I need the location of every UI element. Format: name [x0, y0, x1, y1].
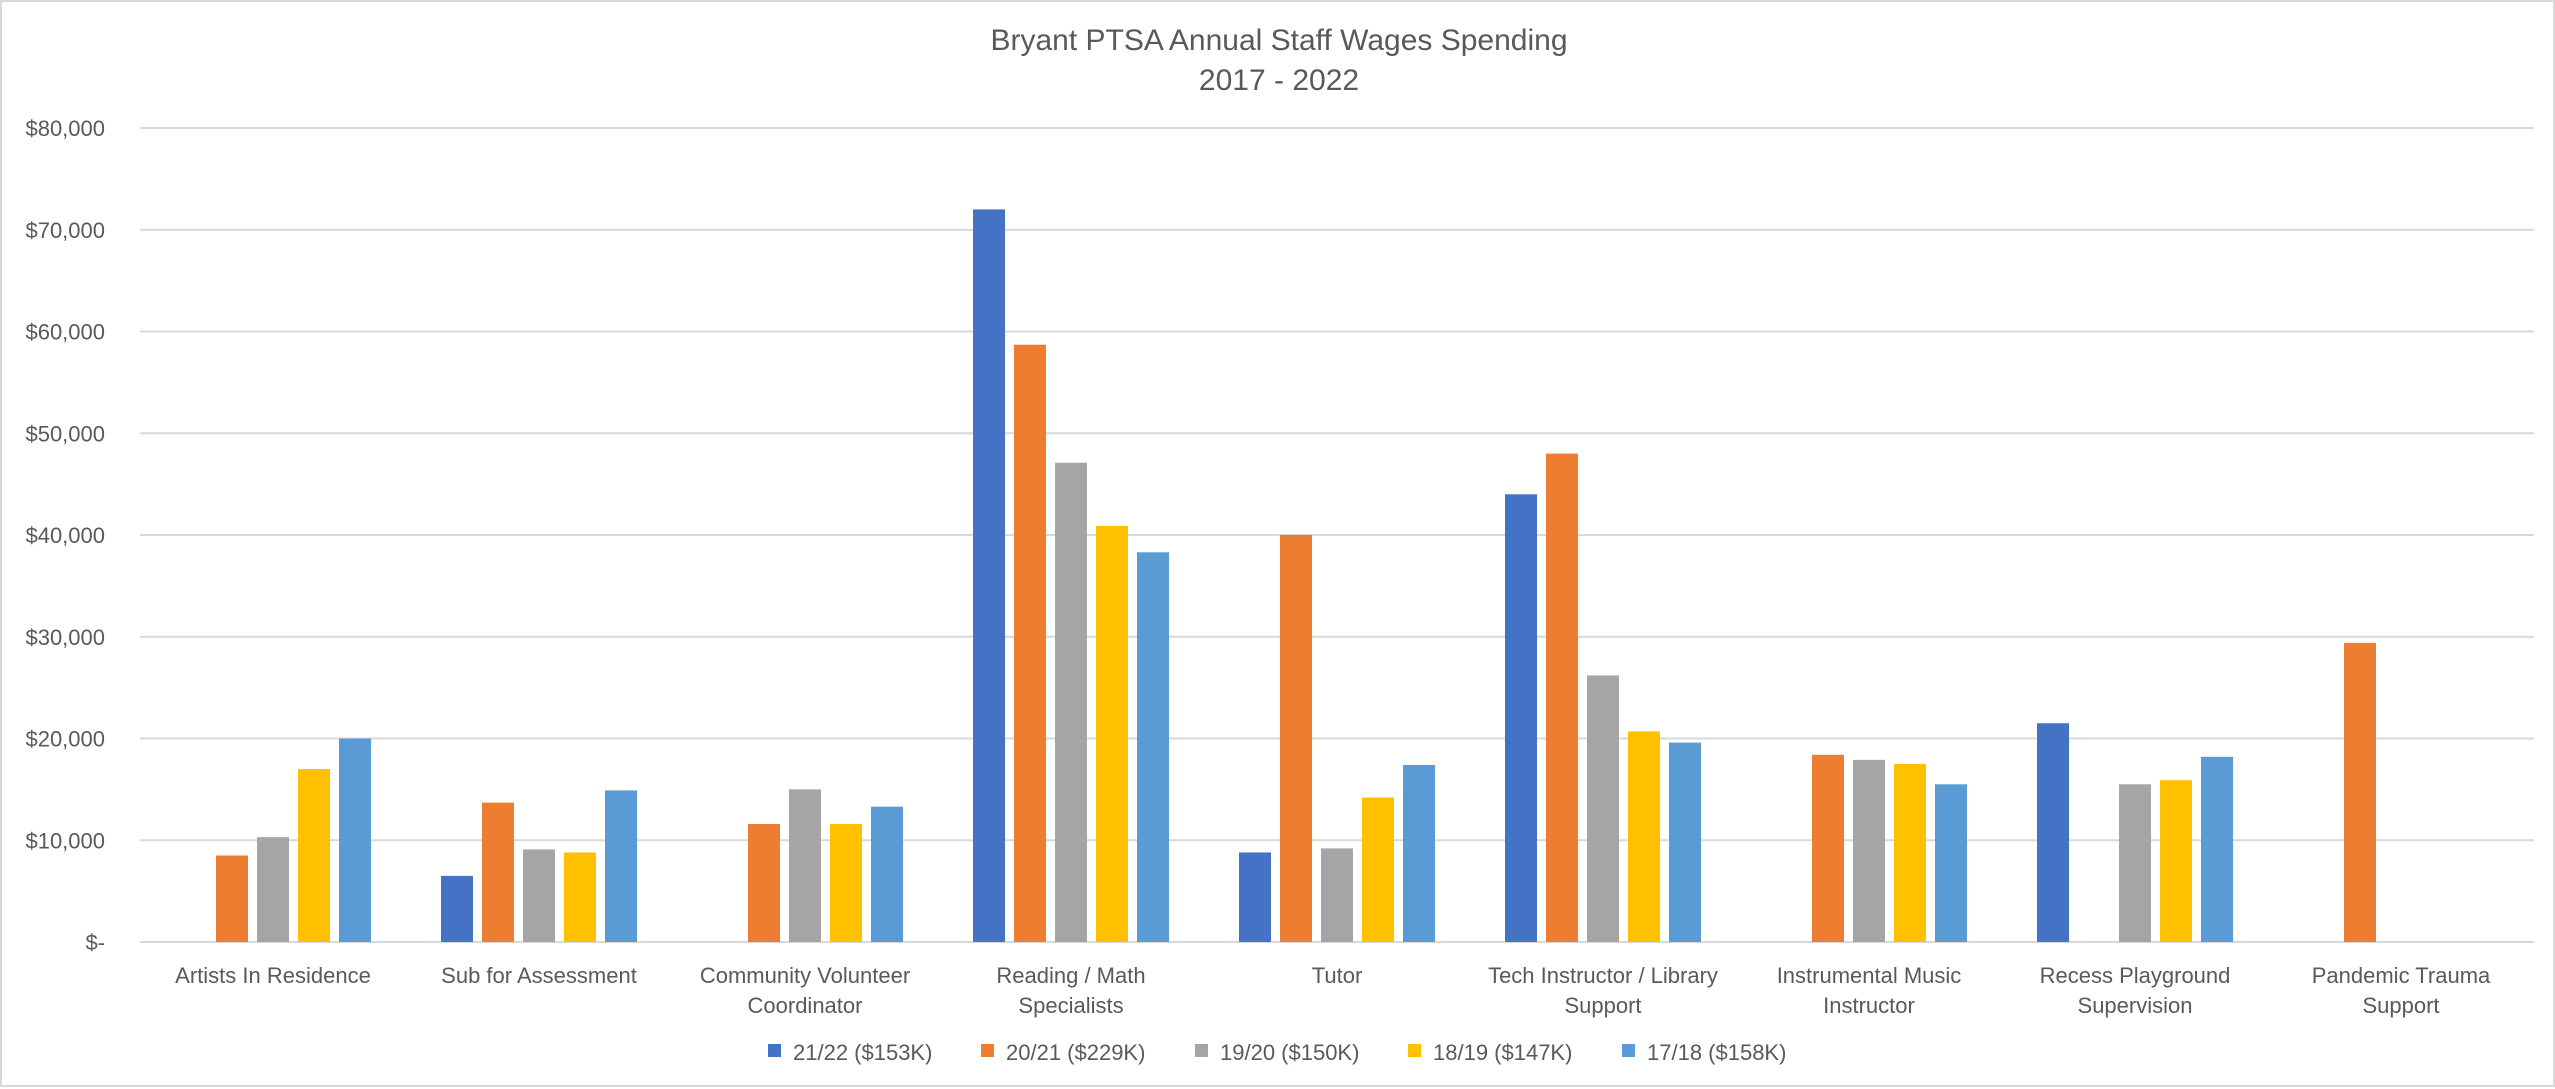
bar [1280, 535, 1312, 942]
bar [1096, 525, 1128, 942]
y-tick-label: $50,000 [25, 421, 105, 446]
y-tick-label: $40,000 [25, 523, 105, 548]
x-category-label: Recess Playground [2040, 963, 2231, 988]
bars [216, 209, 2376, 942]
bar [1812, 754, 1844, 942]
bar [339, 738, 371, 942]
bar [748, 823, 780, 942]
chart-subtitle: 2017 - 2022 [1199, 64, 1359, 97]
bar [2119, 784, 2151, 942]
bar [216, 855, 248, 942]
x-category-label: Community Volunteer [700, 963, 910, 988]
y-axis-tick-labels: $- $10,000 $20,000 $30,000 $40,000 $50,000 $60… [25, 116, 105, 955]
legend-label: 18/19 ($147K) [1433, 1040, 1572, 1065]
x-axis-category-labels: Artists In Residence Sub for Assessment Co… [175, 963, 2491, 1018]
y-tick-label: $20,000 [25, 727, 105, 752]
bar [1853, 759, 1885, 942]
bar [1403, 764, 1435, 942]
x-category-label: Instrumental Music [1777, 963, 1962, 988]
bar [523, 849, 555, 942]
legend-label: 20/21 ($229K) [1006, 1040, 1145, 1065]
bar [789, 789, 821, 942]
bar [2037, 723, 2069, 942]
bar [482, 802, 514, 942]
bar [1587, 675, 1619, 942]
y-tick-label: $10,000 [25, 828, 105, 853]
bar [564, 852, 596, 942]
legend-label: 21/22 ($153K) [793, 1040, 932, 1065]
x-category-label: Support [2362, 993, 2439, 1018]
legend-swatch [768, 1044, 781, 1057]
legend-label: 19/20 ($150K) [1220, 1040, 1359, 1065]
bar [1362, 797, 1394, 942]
x-category-label: Specialists [1018, 993, 1123, 1018]
bar [2160, 780, 2192, 942]
bar [1014, 344, 1046, 942]
bar [605, 790, 637, 942]
legend: 21/22 ($153K) 20/21 ($229K) 19/20 ($150K) 1… [768, 1040, 1786, 1065]
bar [257, 837, 289, 942]
x-category-label: Artists In Residence [175, 963, 371, 988]
x-category-label: Tutor [1312, 963, 1363, 988]
bar [2344, 642, 2376, 942]
bar [1669, 742, 1701, 942]
bar [298, 769, 330, 942]
legend-label: 17/18 ($158K) [1647, 1040, 1786, 1065]
gridlines [140, 127, 2534, 943]
bar [1505, 494, 1537, 942]
x-category-label: Tech Instructor / Library [1488, 963, 1718, 988]
bar [871, 806, 903, 942]
x-category-label: Sub for Assessment [441, 963, 637, 988]
x-category-label: Coordinator [748, 993, 863, 1018]
bar [973, 209, 1005, 942]
x-category-label: Reading / Math [996, 963, 1145, 988]
bar [2201, 756, 2233, 942]
bar [1239, 852, 1271, 942]
x-category-label: Support [1564, 993, 1641, 1018]
y-tick-label: $- [85, 930, 105, 955]
bar [1546, 453, 1578, 942]
legend-swatch [1622, 1044, 1635, 1057]
legend-swatch [1195, 1044, 1208, 1057]
bar [1137, 552, 1169, 942]
y-tick-label: $80,000 [25, 116, 105, 141]
x-category-label: Instructor [1823, 993, 1915, 1018]
bar [1935, 784, 1967, 942]
x-category-label: Pandemic Trauma [2312, 963, 2491, 988]
y-tick-label: $30,000 [25, 625, 105, 650]
bar [1321, 848, 1353, 942]
y-tick-label: $60,000 [25, 320, 105, 345]
chart-title: Bryant PTSA Annual Staff Wages Spending [990, 24, 1567, 57]
bar [1894, 763, 1926, 942]
x-category-label: Supervision [2078, 993, 2193, 1018]
bar [1628, 731, 1660, 942]
bar [830, 823, 862, 942]
bar [1055, 462, 1087, 942]
y-tick-label: $70,000 [25, 218, 105, 243]
legend-swatch [981, 1044, 994, 1057]
legend-swatch [1408, 1044, 1421, 1057]
bar [441, 875, 473, 942]
